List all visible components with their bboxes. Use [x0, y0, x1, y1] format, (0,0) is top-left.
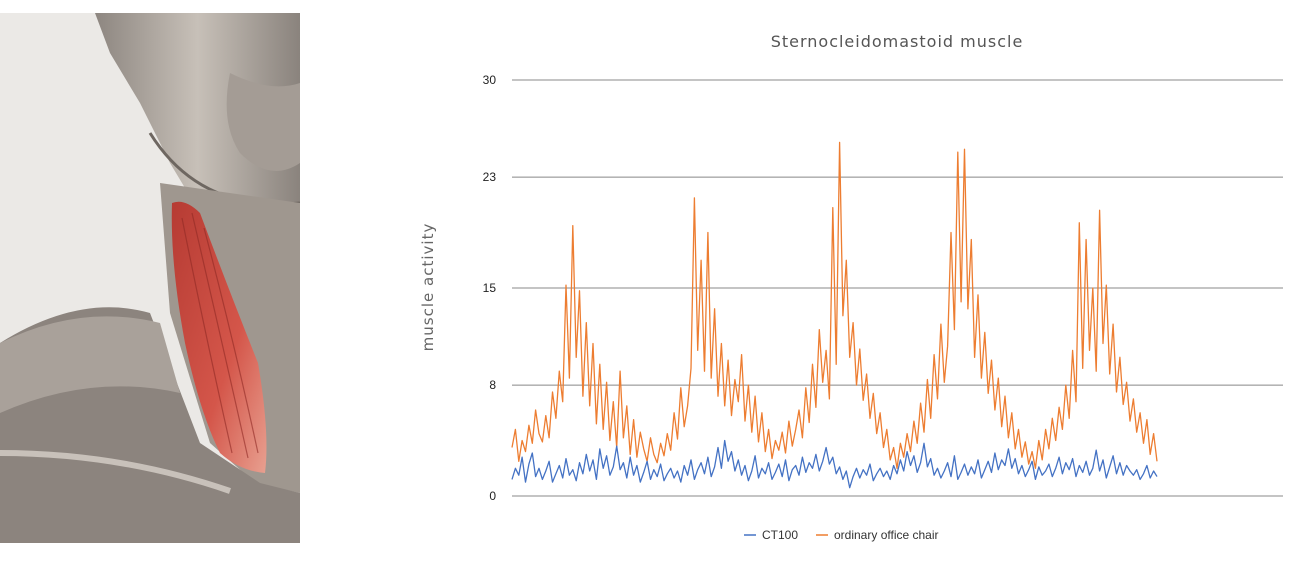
muscle-fibers [181, 212, 259, 459]
y-tick-23: 23 [483, 170, 497, 184]
collarbone [0, 450, 231, 494]
series-line-ct100 [511, 439, 1158, 489]
y-tick-labels: 0 8 15 23 30 [483, 73, 497, 503]
gridlines [512, 79, 1283, 497]
series-lines [511, 141, 1158, 489]
legend-label-1: ordinary office chair [834, 528, 939, 542]
y-axis-label: muscle activity [419, 223, 437, 352]
sternocleidomastoid-muscle [171, 201, 267, 473]
series-line-office-chair [511, 141, 1158, 469]
y-tick-30: 30 [483, 73, 497, 87]
trapezius-detail [0, 316, 180, 413]
y-tick-8: 8 [489, 378, 496, 392]
chart-title: Sternocleidomastoid muscle [771, 32, 1024, 51]
neck-muscle-illustration [0, 13, 300, 543]
face-detail [226, 73, 300, 171]
legend: CT100 ordinary office chair [744, 528, 939, 542]
legend-label-0: CT100 [762, 528, 798, 542]
y-tick-15: 15 [483, 281, 497, 295]
y-tick-0: 0 [489, 489, 496, 503]
